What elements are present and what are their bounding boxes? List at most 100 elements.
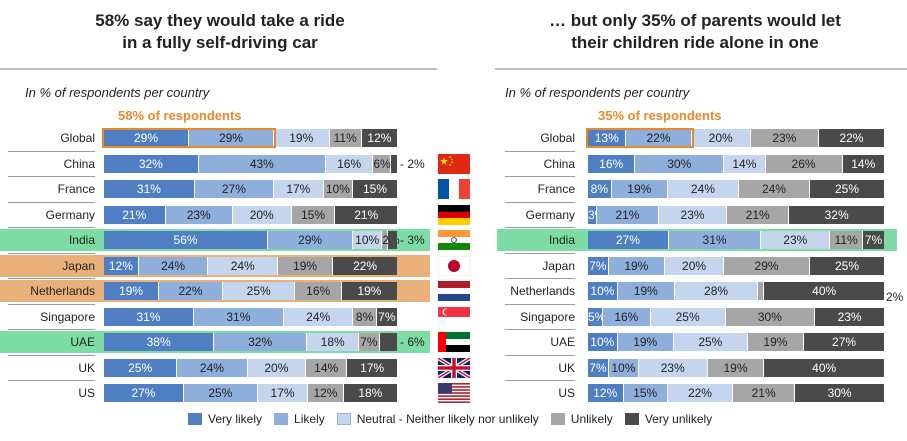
legend-item-very-likely: Very likely [188,412,262,426]
data-label: 8% [355,309,374,324]
bar-segment: 12% [361,129,397,147]
data-label: 13% [594,131,619,145]
data-label: 23% [772,131,797,145]
stacked-bar: 38% 32% 18% 7% [104,333,397,351]
bar-segment: 21% [727,205,790,224]
bar-segment: 23% [659,205,728,224]
bar-segment: 13% [588,129,627,147]
data-label: 21% [751,386,776,400]
bar-segment: 10% [608,358,639,377]
category-label: India [68,233,95,247]
stacked-bar: 10% 19% 25% 19% 27% [588,333,884,351]
bar-segment: 21% [596,205,660,224]
data-label: 21% [354,207,379,222]
data-label: 24% [761,182,786,196]
data-label: 40% [812,284,837,298]
data-label: 12% [367,131,392,145]
stacked-bar: 19% 22% 25% 16% 19% [104,282,397,300]
bar-segment: 19% [341,282,397,300]
japan-flag-icon [438,255,470,276]
us-flag-icon [438,383,470,403]
bar-segment: 19% [707,358,765,377]
bar-segment: 22% [667,384,734,402]
bar-segment: 25% [183,384,258,402]
data-label: 22% [178,284,203,298]
data-label: 17% [270,386,295,400]
data-label: 19% [633,284,658,298]
stacked-bar: 10% 19% 28% 40% [588,282,884,300]
outside-data-label: - 2% [400,156,425,171]
data-label: 31% [136,182,161,196]
row-separator [505,380,575,381]
bar-segment: 16% [602,307,651,326]
bar-segment: 22% [333,256,397,275]
data-label: 19% [633,335,658,349]
bar-segment [758,282,765,300]
bar-segment: 27% [194,180,274,198]
row-separator [505,227,575,228]
bar-segment: 40% [764,358,884,377]
data-label: 30% [667,156,692,171]
category-label: China [543,156,575,171]
category-label: Global [540,131,575,145]
bar-segment: 27% [104,384,184,402]
netherlands-flag-icon [438,281,470,301]
data-label: 15% [300,207,325,222]
bar-segment: 10% [588,282,618,300]
bar-segment: 25% [104,358,178,377]
right-title-line2: their children ride alone in one [571,33,819,52]
bar-segment: 43% [198,154,326,173]
stacked-bar: 16% 30% 14% 26% 14% [588,154,884,173]
data-label: 7% [589,360,607,375]
bar-segment: 12% [104,256,139,275]
data-label: 7% [360,335,378,349]
data-label: 15% [363,182,388,196]
legend-item-unlikely: Unlikely [550,412,613,426]
bar-segment: 21% [335,205,397,224]
data-label: 20% [264,360,289,375]
bar-segment: 23% [815,307,884,326]
bar-segment: 8% [588,180,612,198]
bar-segment: 21% [104,205,166,224]
legend-label: Very unlikely [644,412,713,426]
legend-swatch [188,413,202,425]
category-label: India [548,233,575,247]
bar-segment: 22% [159,282,223,300]
data-label: 20% [249,207,274,222]
bar-segment: 20% [691,129,751,147]
bar-segment: 17% [273,180,324,198]
bar-segment: 22% [818,129,884,147]
bar-segment: 21% [733,384,796,402]
legend-label: Very likely [208,412,263,426]
stacked-bar: 56%29%10%2% [104,231,400,249]
outside-data-label: 2% [886,290,904,304]
bar-segment: 56% [104,231,269,249]
bar-segment: 20% [664,256,725,275]
stacked-bar: 3% 21% 23% 21% 32% [588,205,884,224]
bar-segment: 31% [193,307,284,326]
data-label: 25% [675,309,700,324]
bar-segment: 24% [177,358,248,377]
data-label: 38% [146,335,171,349]
bar-segment: 24% [138,256,209,275]
data-label: 25% [128,360,153,375]
data-label: 32% [824,207,849,222]
bar-segment: 24% [667,180,739,198]
data-label: 22% [646,131,671,145]
outside-data-label: - 3% [400,233,425,247]
bar-segment: 14% [842,154,884,173]
stacked-bar: 5% 16% 25% 30% 23% [588,307,884,326]
bar-segment: 11% [830,231,864,249]
data-label: 27% [221,182,246,196]
stacked-bar: 21% 23% 20% 15% 21% [104,205,397,224]
bar-segment: 7% [588,358,609,377]
data-label: 16% [306,284,331,298]
data-label: 19% [624,258,649,273]
bar-segment: 19% [273,129,330,147]
bar-segment: 23% [750,129,819,147]
legend-item-likely: Likely [274,412,325,426]
data-label: 24% [161,258,186,273]
data-label: 19% [293,258,318,273]
data-label: 24% [306,309,331,324]
category-label: UAE [70,335,95,349]
